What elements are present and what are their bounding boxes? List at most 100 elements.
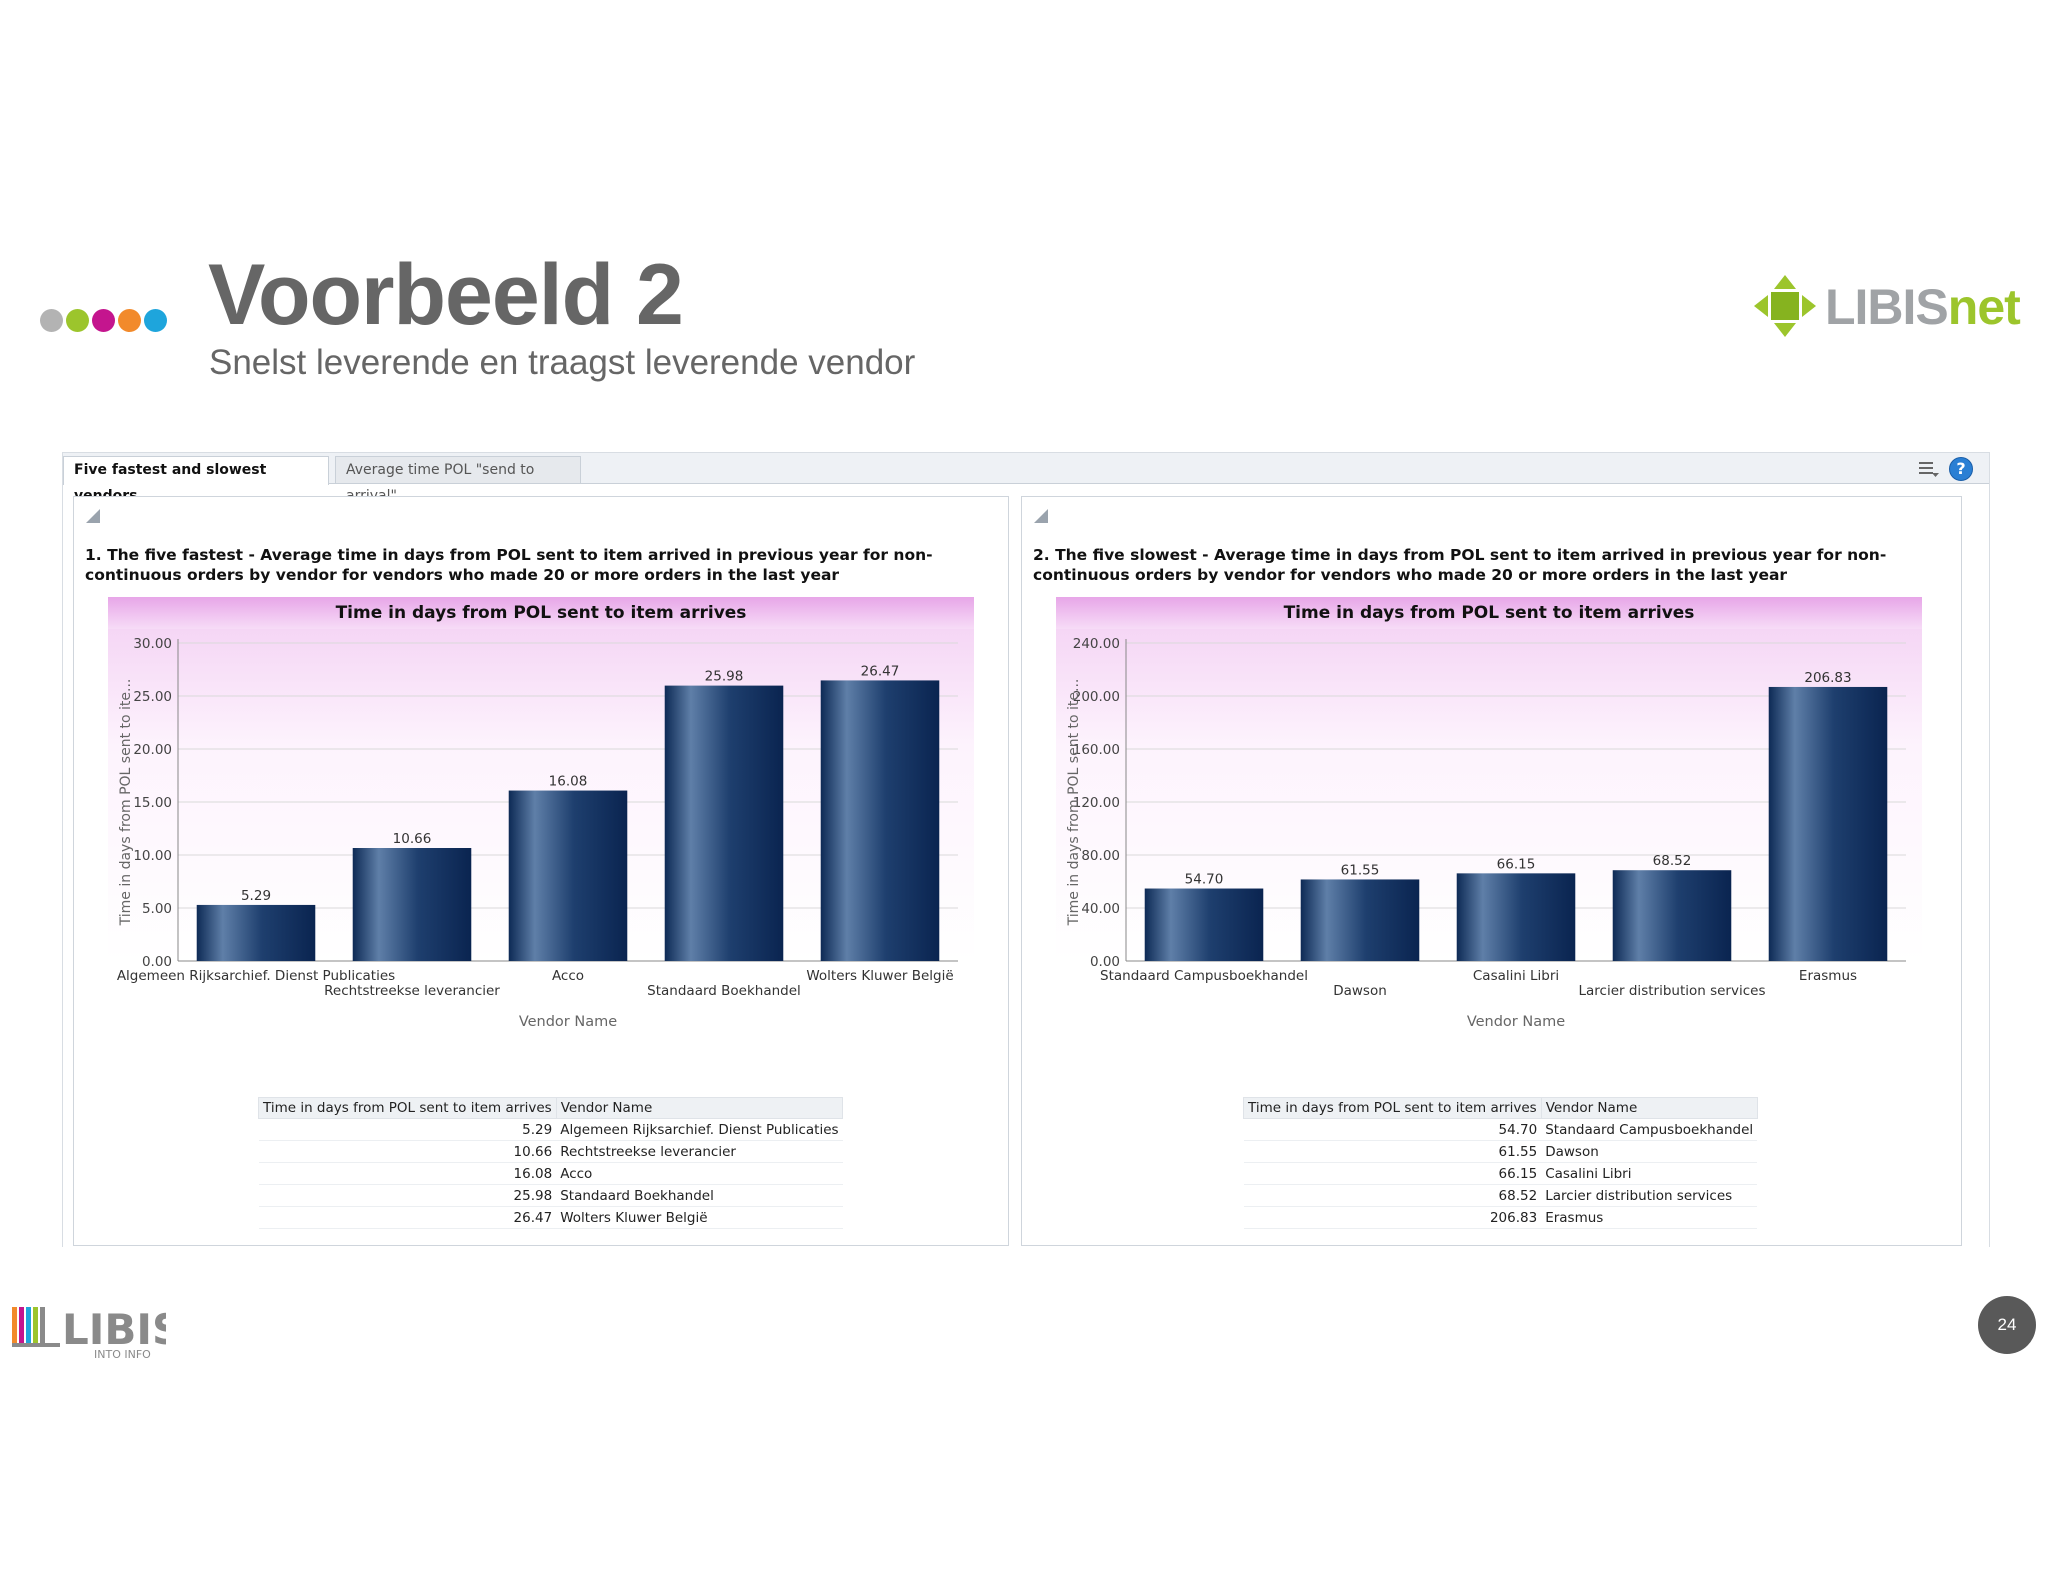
data-label: 16.08: [549, 774, 588, 790]
data-label: 54.70: [1185, 872, 1224, 888]
y-tick-label: 40.00: [1081, 901, 1120, 917]
panel-heading: 2. The five slowest - Average time in da…: [1033, 546, 1887, 584]
y-axis-label: Time in days from POL sent to ite...: [118, 679, 134, 927]
bar[interactable]: [508, 790, 628, 961]
bar[interactable]: [1300, 879, 1420, 961]
libisnet-diamond-icon: [1754, 275, 1816, 337]
data-label: 26.47: [861, 663, 900, 679]
column-header-time: Time in days from POL sent to item arriv…: [1243, 1097, 1542, 1119]
bar[interactable]: [1456, 873, 1576, 961]
y-tick-label: 5.00: [142, 901, 172, 917]
dot-magenta: [92, 309, 115, 332]
cell-time: 10.66: [258, 1140, 557, 1163]
x-tick-label: Standaard Campusboekhandel: [1100, 968, 1308, 984]
libis-logo-mark: LIBIS INTO INFO: [12, 1305, 182, 1361]
data-label: 206.83: [1804, 670, 1851, 686]
x-axis-label: Vendor Name: [519, 1014, 617, 1027]
cell-time: 66.15: [1243, 1162, 1542, 1185]
bar[interactable]: [1768, 686, 1888, 961]
cell-vendor: Casalini Libri: [1541, 1162, 1758, 1185]
bar-chart-fastest: 0.00 5.00 10.00 15.00 20.00 25.00 30.00 5.29 Alg…: [108, 629, 974, 1027]
cell-vendor: Erasmus: [1541, 1206, 1758, 1229]
y-tick-label: 160.00: [1073, 742, 1120, 758]
bar-chart-slowest: 0.00 40.00 80.00 120.00 160.00 200.00 240.00 54…: [1056, 629, 1922, 1027]
x-tick-label: Erasmus: [1799, 968, 1857, 984]
data-label: 66.15: [1497, 856, 1536, 872]
table-row: 5.29 Algemeen Rijksarchief. Dienst Public…: [258, 1118, 843, 1141]
x-tick-label: Dawson: [1333, 983, 1387, 999]
bar[interactable]: [664, 685, 784, 961]
slide-title: Voorbeeld 2: [208, 247, 684, 343]
help-icon[interactable]: ?: [1949, 457, 1973, 481]
dot-gray: [40, 309, 63, 332]
toolbar-icons: ?: [1919, 457, 1973, 481]
y-tick-label: 240.00: [1073, 636, 1120, 652]
table-row: 26.47 Wolters Kluwer België: [258, 1206, 843, 1229]
dot-orange: [118, 309, 141, 332]
cell-time: 26.47: [258, 1206, 557, 1229]
y-tick-label: 30.00: [133, 636, 172, 652]
chart-title-band: [108, 597, 974, 629]
bar[interactable]: [196, 904, 316, 961]
bar[interactable]: [1144, 888, 1264, 961]
bar[interactable]: [1612, 870, 1732, 961]
cell-time: 54.70: [1243, 1118, 1542, 1141]
y-axis-label: Time in days from POL sent to ite...: [1066, 679, 1082, 927]
cell-vendor: Acco: [556, 1162, 843, 1185]
data-label: 68.52: [1653, 853, 1692, 869]
bar[interactable]: [352, 848, 472, 961]
cell-time: 61.55: [1243, 1140, 1542, 1163]
x-tick-label: Rechtstreekse leverancier: [324, 983, 500, 999]
slide-subtitle: Snelst leverende en traagst leverende ve…: [209, 343, 916, 382]
cell-time: 206.83: [1243, 1206, 1542, 1229]
page-number: 24: [1978, 1296, 2036, 1354]
table-row: 66.15 Casalini Libri: [1243, 1162, 1758, 1185]
y-tick-label: 200.00: [1073, 689, 1120, 705]
libisnet-logo: LIBISnet: [1752, 273, 2022, 339]
tab-average-time-pol[interactable]: Average time POL "send to arrival": [335, 456, 581, 504]
table-header-row: Time in days from POL sent to item arriv…: [258, 1097, 844, 1119]
panel-heading: 1. The five fastest - Average time in da…: [85, 546, 933, 584]
cell-vendor: Standaard Boekhandel: [556, 1184, 843, 1207]
dot-blue: [144, 309, 167, 332]
chart-five-fastest: Time in days from POL sent to item arriv…: [108, 597, 974, 1027]
table-row: 206.83 Erasmus: [1243, 1206, 1758, 1229]
y-tick-label: 10.00: [133, 848, 172, 864]
table-row: 68.52 Larcier distribution services: [1243, 1184, 1758, 1207]
x-tick-label: Larcier distribution services: [1579, 983, 1766, 999]
table-row: 54.70 Standaard Campusboekhandel: [1243, 1118, 1758, 1141]
tab-five-fastest-slowest[interactable]: Five fastest and slowest vendors: [63, 456, 329, 504]
libisnet-logo-text: LIBISnet: [1825, 279, 2021, 335]
bar[interactable]: [820, 680, 940, 961]
table-row: 25.98 Standaard Boekhandel: [258, 1184, 843, 1207]
chart-title: Time in days from POL sent to item arriv…: [1283, 603, 1695, 623]
y-tick-label: 25.00: [133, 689, 172, 705]
y-tick-label: 120.00: [1073, 795, 1120, 811]
cell-vendor: Algemeen Rijksarchief. Dienst Publicatie…: [556, 1118, 843, 1141]
cell-time: 68.52: [1243, 1184, 1542, 1207]
data-label: 61.55: [1341, 862, 1380, 878]
x-tick-label: Wolters Kluwer België: [806, 968, 953, 984]
menu-icon[interactable]: [1919, 460, 1939, 478]
column-header-vendor: Vendor Name: [1540, 1097, 1758, 1119]
collapse-icon[interactable]: [86, 509, 100, 523]
x-axis-label: Vendor Name: [1467, 1014, 1565, 1027]
libis-logo: LIBIS INTO INFO: [10, 1303, 182, 1361]
data-label: 25.98: [705, 669, 744, 685]
collapse-icon[interactable]: [1034, 509, 1048, 523]
cell-time: 5.29: [258, 1118, 557, 1141]
libis-logo-name: LIBIS: [62, 1305, 166, 1354]
table-row: 10.66 Rechtstreekse leverancier: [258, 1140, 843, 1163]
dot-green: [66, 309, 89, 332]
libis-logo-tagline: INTO INFO: [94, 1348, 151, 1359]
tab-bar: Five fastest and slowest vendors Average…: [63, 453, 1989, 504]
table-row: 61.55 Dawson: [1243, 1140, 1758, 1163]
cell-vendor: Rechtstreekse leverancier: [556, 1140, 843, 1163]
panel-five-fastest: 1. The five fastest - Average time in da…: [73, 496, 1009, 1246]
table-row: 16.08 Acco: [258, 1162, 843, 1185]
data-table-fastest: Time in days from POL sent to item arriv…: [258, 1097, 844, 1229]
table-header-row: Time in days from POL sent to item arriv…: [1243, 1097, 1758, 1119]
x-tick-label: Standaard Boekhandel: [647, 983, 801, 999]
x-tick-label: Acco: [552, 968, 584, 984]
dashboard: Five fastest and slowest vendors Average…: [62, 452, 1990, 1247]
